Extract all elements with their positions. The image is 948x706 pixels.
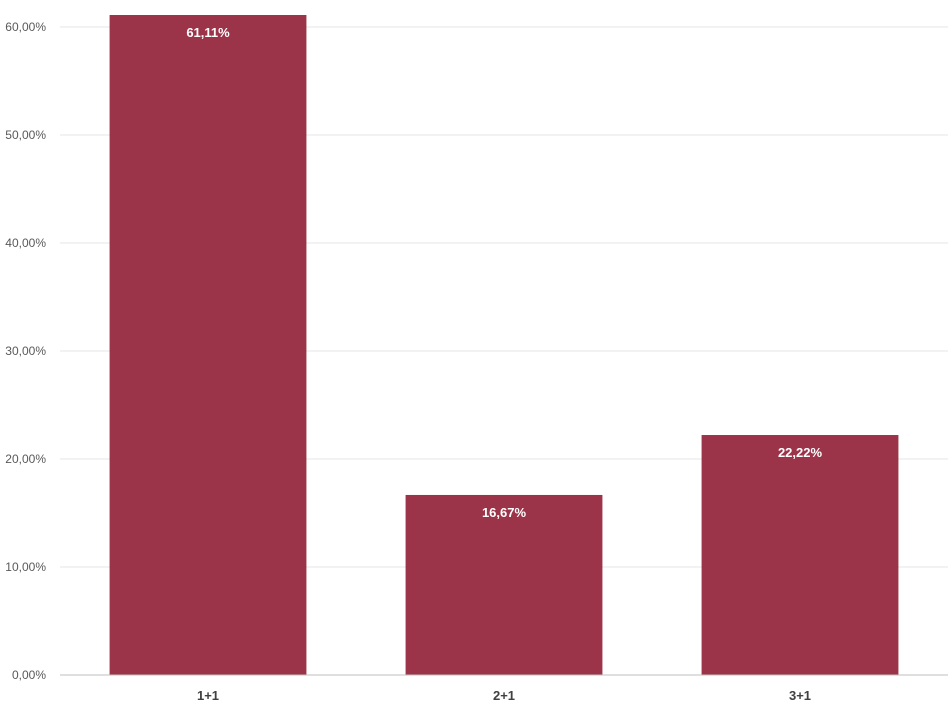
data-labels: 61,11% 16,67% 22,22%	[186, 25, 822, 520]
category-label: 3+1	[789, 688, 811, 703]
data-label: 22,22%	[778, 445, 823, 460]
y-tick-label: 20,00%	[5, 452, 46, 466]
y-tick-label: 40,00%	[5, 236, 46, 250]
y-tick-label: 50,00%	[5, 128, 46, 142]
y-axis-tick-labels: 0,00% 10,00% 20,00% 30,00% 40,00% 50,00% 60,00…	[5, 20, 46, 682]
bars	[109, 15, 899, 675]
y-tick-label: 30,00%	[5, 344, 46, 358]
bar-1+1	[109, 15, 307, 675]
bar-3+1	[701, 435, 899, 675]
category-label: 1+1	[197, 688, 219, 703]
x-axis-category-labels: 1+1 2+1 3+1	[197, 688, 811, 703]
category-label: 2+1	[493, 688, 515, 703]
data-label: 61,11%	[186, 25, 230, 40]
y-tick-label: 10,00%	[5, 560, 46, 574]
y-tick-label: 60,00%	[5, 20, 46, 34]
data-label: 16,67%	[482, 505, 527, 520]
y-tick-label: 0,00%	[12, 668, 46, 682]
bar-2+1	[405, 494, 603, 675]
